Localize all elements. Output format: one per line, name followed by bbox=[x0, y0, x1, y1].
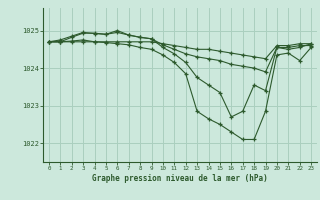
X-axis label: Graphe pression niveau de la mer (hPa): Graphe pression niveau de la mer (hPa) bbox=[92, 174, 268, 183]
